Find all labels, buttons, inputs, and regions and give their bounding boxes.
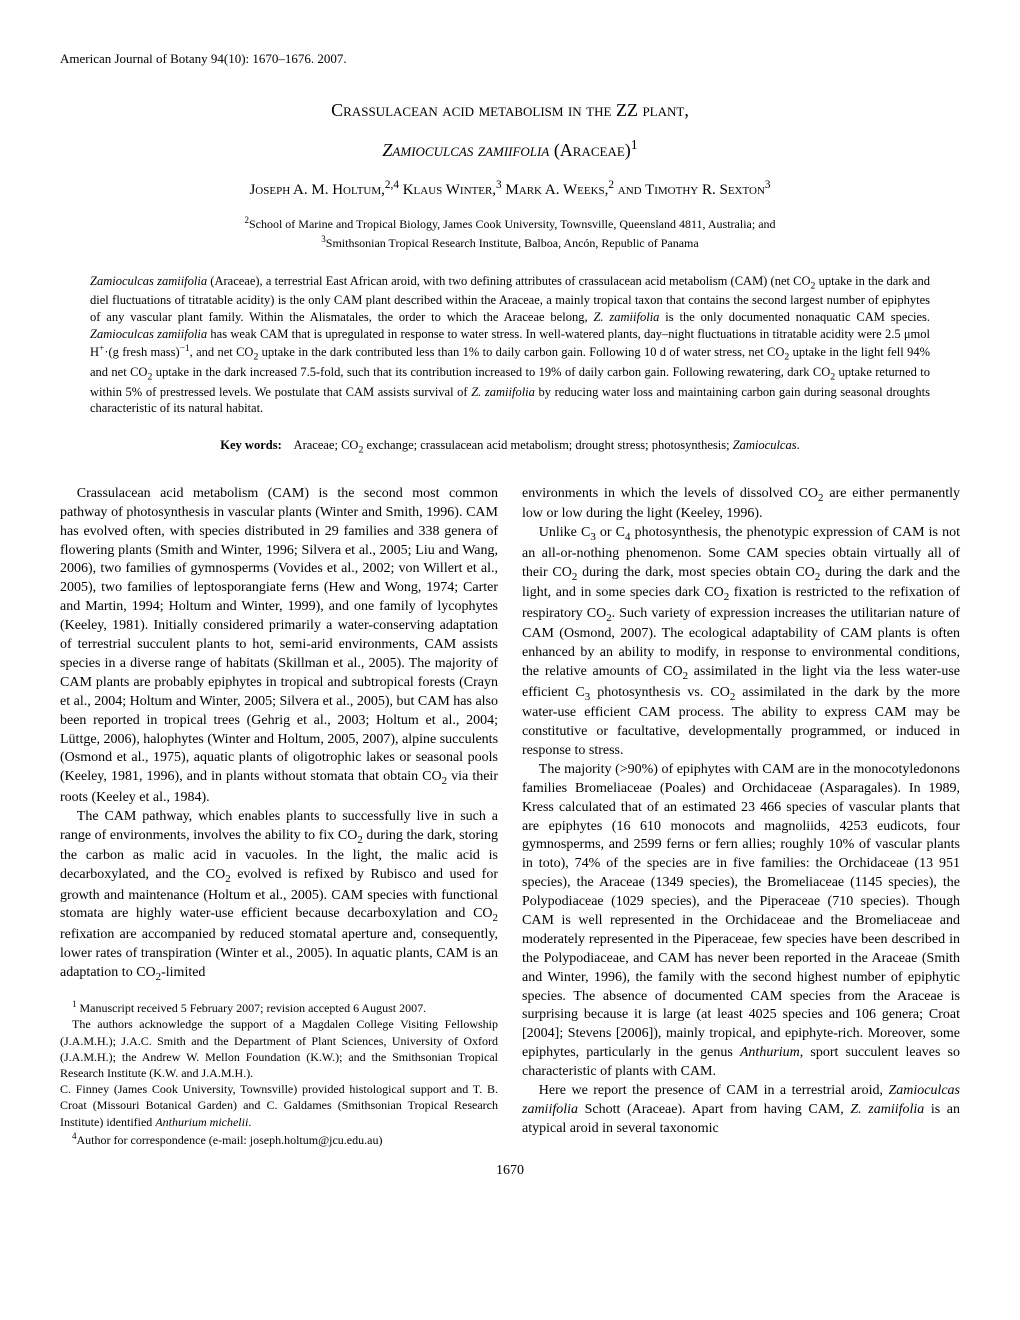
journal-header: American Journal of Botany 94(10): 1670–… — [60, 50, 960, 68]
keywords: Key words: Araceae; CO2 exchange; crassu… — [90, 437, 930, 457]
footnote-4: 4Author for correspondence (e-mail: jose… — [60, 1130, 498, 1148]
footnotes: 1 Manuscript received 5 February 2007; r… — [60, 998, 498, 1148]
body-p2: The CAM pathway, which enables plants to… — [60, 808, 498, 985]
body-p6: Here we report the presence of CAM in a … — [522, 1082, 960, 1139]
authors-line: Joseph A. M. Holtum,2,4 Klaus Winter,3 M… — [60, 178, 960, 200]
species-name: Zamioculcas zamiifolia — [382, 140, 549, 160]
footnote-2: The authors acknowledge the support of a… — [60, 1016, 498, 1081]
abstract: Zamioculcas zamiifolia (Araceae), a terr… — [90, 273, 930, 418]
family-name: (Araceae) — [549, 140, 631, 160]
footnote-1: 1 Manuscript received 5 February 2007; r… — [60, 998, 498, 1016]
affiliations: 2School of Marine and Tropical Biology, … — [60, 214, 960, 250]
body-p4: Unlike C3 or C4 photosynthesis, the phen… — [522, 524, 960, 761]
keywords-label: Key words: — [220, 438, 281, 452]
body-p3: environments in which the levels of diss… — [522, 485, 960, 524]
keywords-text: Araceae; CO2 exchange; crassulacean acid… — [294, 438, 800, 452]
body-p1: Crassulacean acid metabolism (CAM) is th… — [60, 485, 498, 808]
page-number: 1670 — [60, 1162, 960, 1181]
paper-title-line1: Crassulacean acid metabolism in the ZZ p… — [60, 98, 960, 122]
body-p5: The majority (>90%) of epiphytes with CA… — [522, 761, 960, 1082]
paper-title-line2: Zamioculcas zamiifolia (Araceae)1 — [60, 136, 960, 162]
body-text: Crassulacean acid metabolism (CAM) is th… — [60, 485, 960, 1148]
footnote-3: C. Finney (James Cook University, Townsv… — [60, 1081, 498, 1130]
title-footnote-marker: 1 — [631, 137, 638, 152]
